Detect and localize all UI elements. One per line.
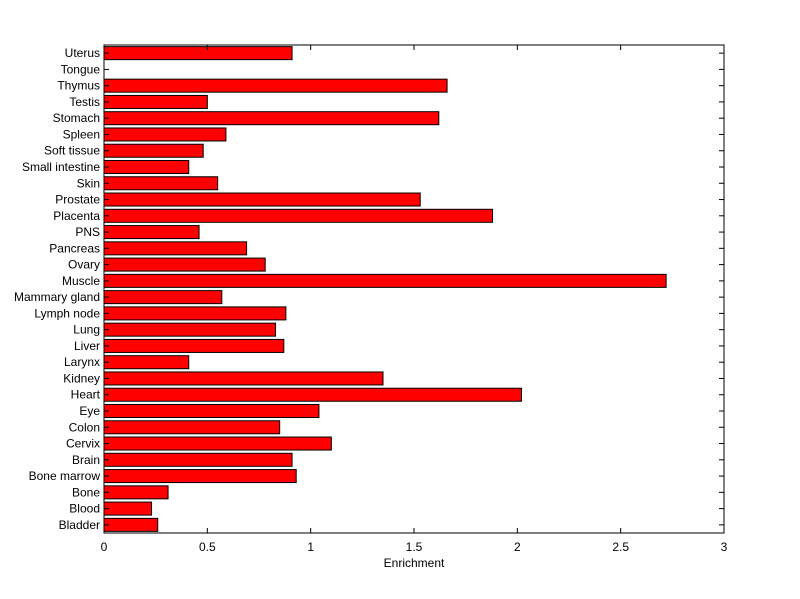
bar-kidney [103,371,384,386]
bar-blood [103,501,153,516]
y-tick-label: Stomach [53,111,100,125]
y-tick-label: Uterus [65,46,100,60]
bar-pancreas [103,241,248,256]
bar-heart [103,387,522,402]
bar-soft-tissue [103,143,204,158]
y-tick-label: Lymph node [34,306,100,320]
x-tick-labels: 0 0.5 1 1.5 2 2.5 3 [101,540,728,554]
bar-uterus [103,46,293,61]
bar-muscle [103,273,667,288]
y-tick-label: Skin [77,176,100,190]
y-tick-label: Brain [72,453,100,467]
bar-cervix [103,436,332,451]
x-tick-label: 0 [101,540,108,554]
y-tick-label: PNS [75,225,100,239]
y-tick-label: Kidney [63,371,100,385]
bar-lung [103,322,277,337]
bar-placenta [103,208,494,223]
bar-prostate [103,192,421,207]
y-tick-label: Bone marrow [29,469,101,483]
y-tick-label: Liver [74,339,100,353]
bar-larynx [103,355,190,370]
y-tick-label: Soft tissue [44,144,100,158]
bar-pns [103,225,200,240]
y-tick-label: Thymus [57,79,100,93]
y-tick-label: Testis [69,95,100,109]
bar-lymph-node [103,306,287,321]
y-tick-label: Spleen [63,127,100,141]
y-tick-label: Prostate [55,193,100,207]
bar-thymus [103,78,448,93]
bar-liver [103,338,285,353]
x-tick-label: 2 [514,540,521,554]
x-tick-label: 1 [307,540,314,554]
bar-bone-marrow [103,469,297,484]
y-tick-label: Mammary gland [14,290,100,304]
bar-small-intestine [103,159,190,175]
y-tick-label: Small intestine [22,160,100,174]
y-tick-label: Bladder [59,518,100,532]
y-tick-label: Blood [69,502,100,516]
y-tick-label: Heart [71,388,101,402]
bar-testis [103,94,208,109]
bar-stomach [103,111,440,126]
y-tick-label: Lung [73,323,100,337]
y-tick-label: Larynx [64,355,100,369]
y-tick-label: Pancreas [49,241,100,255]
bar-skin [103,176,219,191]
bar-spleen [103,127,227,142]
y-tick-label: Placenta [53,209,100,223]
y-tick-label: Eye [79,404,100,418]
bar-brain [103,452,293,467]
bars-group [103,46,667,532]
bar-ovary [103,257,266,272]
x-tick-label: 1.5 [406,540,423,554]
y-tick-label: Muscle [62,274,100,288]
y-tick-label: Cervix [66,437,100,451]
bar-mammary-gland [103,290,223,305]
bar-bone [103,485,169,500]
y-tick-labels: Bladder Blood Bone Bone marrow Brain Cervix Co… [14,46,101,532]
x-tick-label: 2.5 [612,540,629,554]
ticks-group [103,45,725,533]
y-tick-label: Bone [72,485,100,499]
y-tick-label: Ovary [68,258,100,272]
y-tick-label: Colon [69,420,100,434]
x-tick-label: 3 [721,540,728,554]
bar-eye [103,403,320,419]
x-tick-label: 0.5 [199,540,216,554]
y-tick-label: Tongue [61,62,101,76]
bar-bladder [103,517,159,532]
x-axis-title: Enrichment [384,556,445,570]
bar-colon [103,420,281,435]
